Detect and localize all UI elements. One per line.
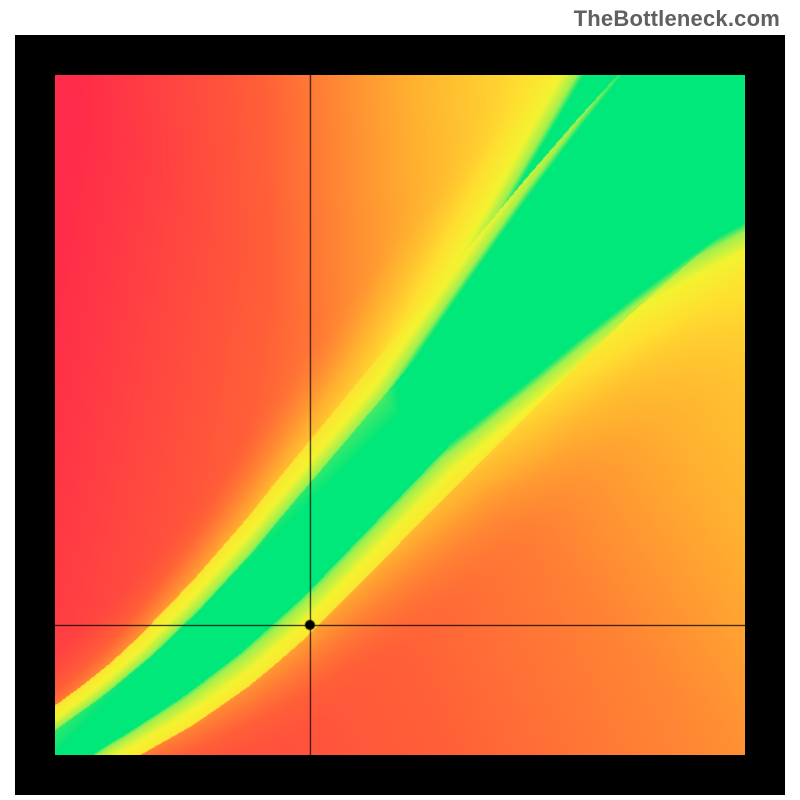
crosshair-overlay xyxy=(55,75,745,755)
chart-container: TheBottleneck.com xyxy=(0,0,800,800)
watermark-text: TheBottleneck.com xyxy=(574,6,780,32)
